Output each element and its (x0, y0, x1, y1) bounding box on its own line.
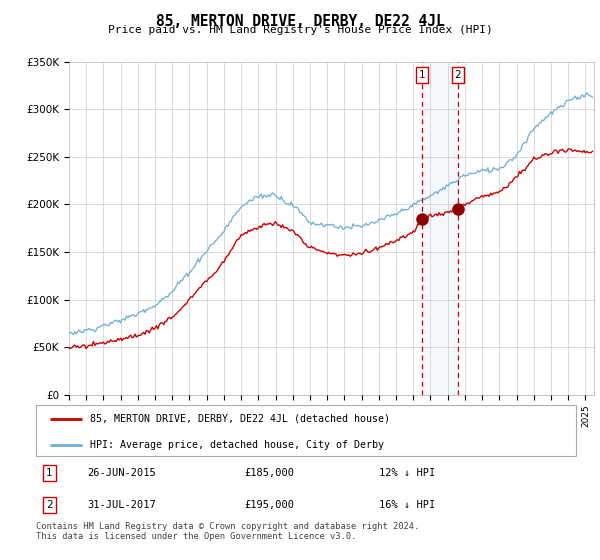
Text: 31-JUL-2017: 31-JUL-2017 (88, 500, 156, 510)
Text: Price paid vs. HM Land Registry's House Price Index (HPI): Price paid vs. HM Land Registry's House … (107, 25, 493, 35)
Text: 1: 1 (419, 70, 425, 80)
Text: 16% ↓ HPI: 16% ↓ HPI (379, 500, 435, 510)
Text: HPI: Average price, detached house, City of Derby: HPI: Average price, detached house, City… (90, 440, 384, 450)
Text: 85, MERTON DRIVE, DERBY, DE22 4JL: 85, MERTON DRIVE, DERBY, DE22 4JL (155, 14, 445, 29)
Text: Contains HM Land Registry data © Crown copyright and database right 2024.
This d: Contains HM Land Registry data © Crown c… (36, 522, 419, 542)
Text: 2: 2 (46, 500, 53, 510)
Text: 85, MERTON DRIVE, DERBY, DE22 4JL (detached house): 85, MERTON DRIVE, DERBY, DE22 4JL (detac… (90, 414, 390, 424)
Text: £185,000: £185,000 (244, 468, 294, 478)
Text: 1: 1 (46, 468, 53, 478)
Text: 2: 2 (454, 70, 461, 80)
Bar (422, 62, 458, 395)
Text: 26-JUN-2015: 26-JUN-2015 (88, 468, 156, 478)
Text: £195,000: £195,000 (244, 500, 294, 510)
FancyBboxPatch shape (36, 405, 576, 456)
Text: 12% ↓ HPI: 12% ↓ HPI (379, 468, 435, 478)
